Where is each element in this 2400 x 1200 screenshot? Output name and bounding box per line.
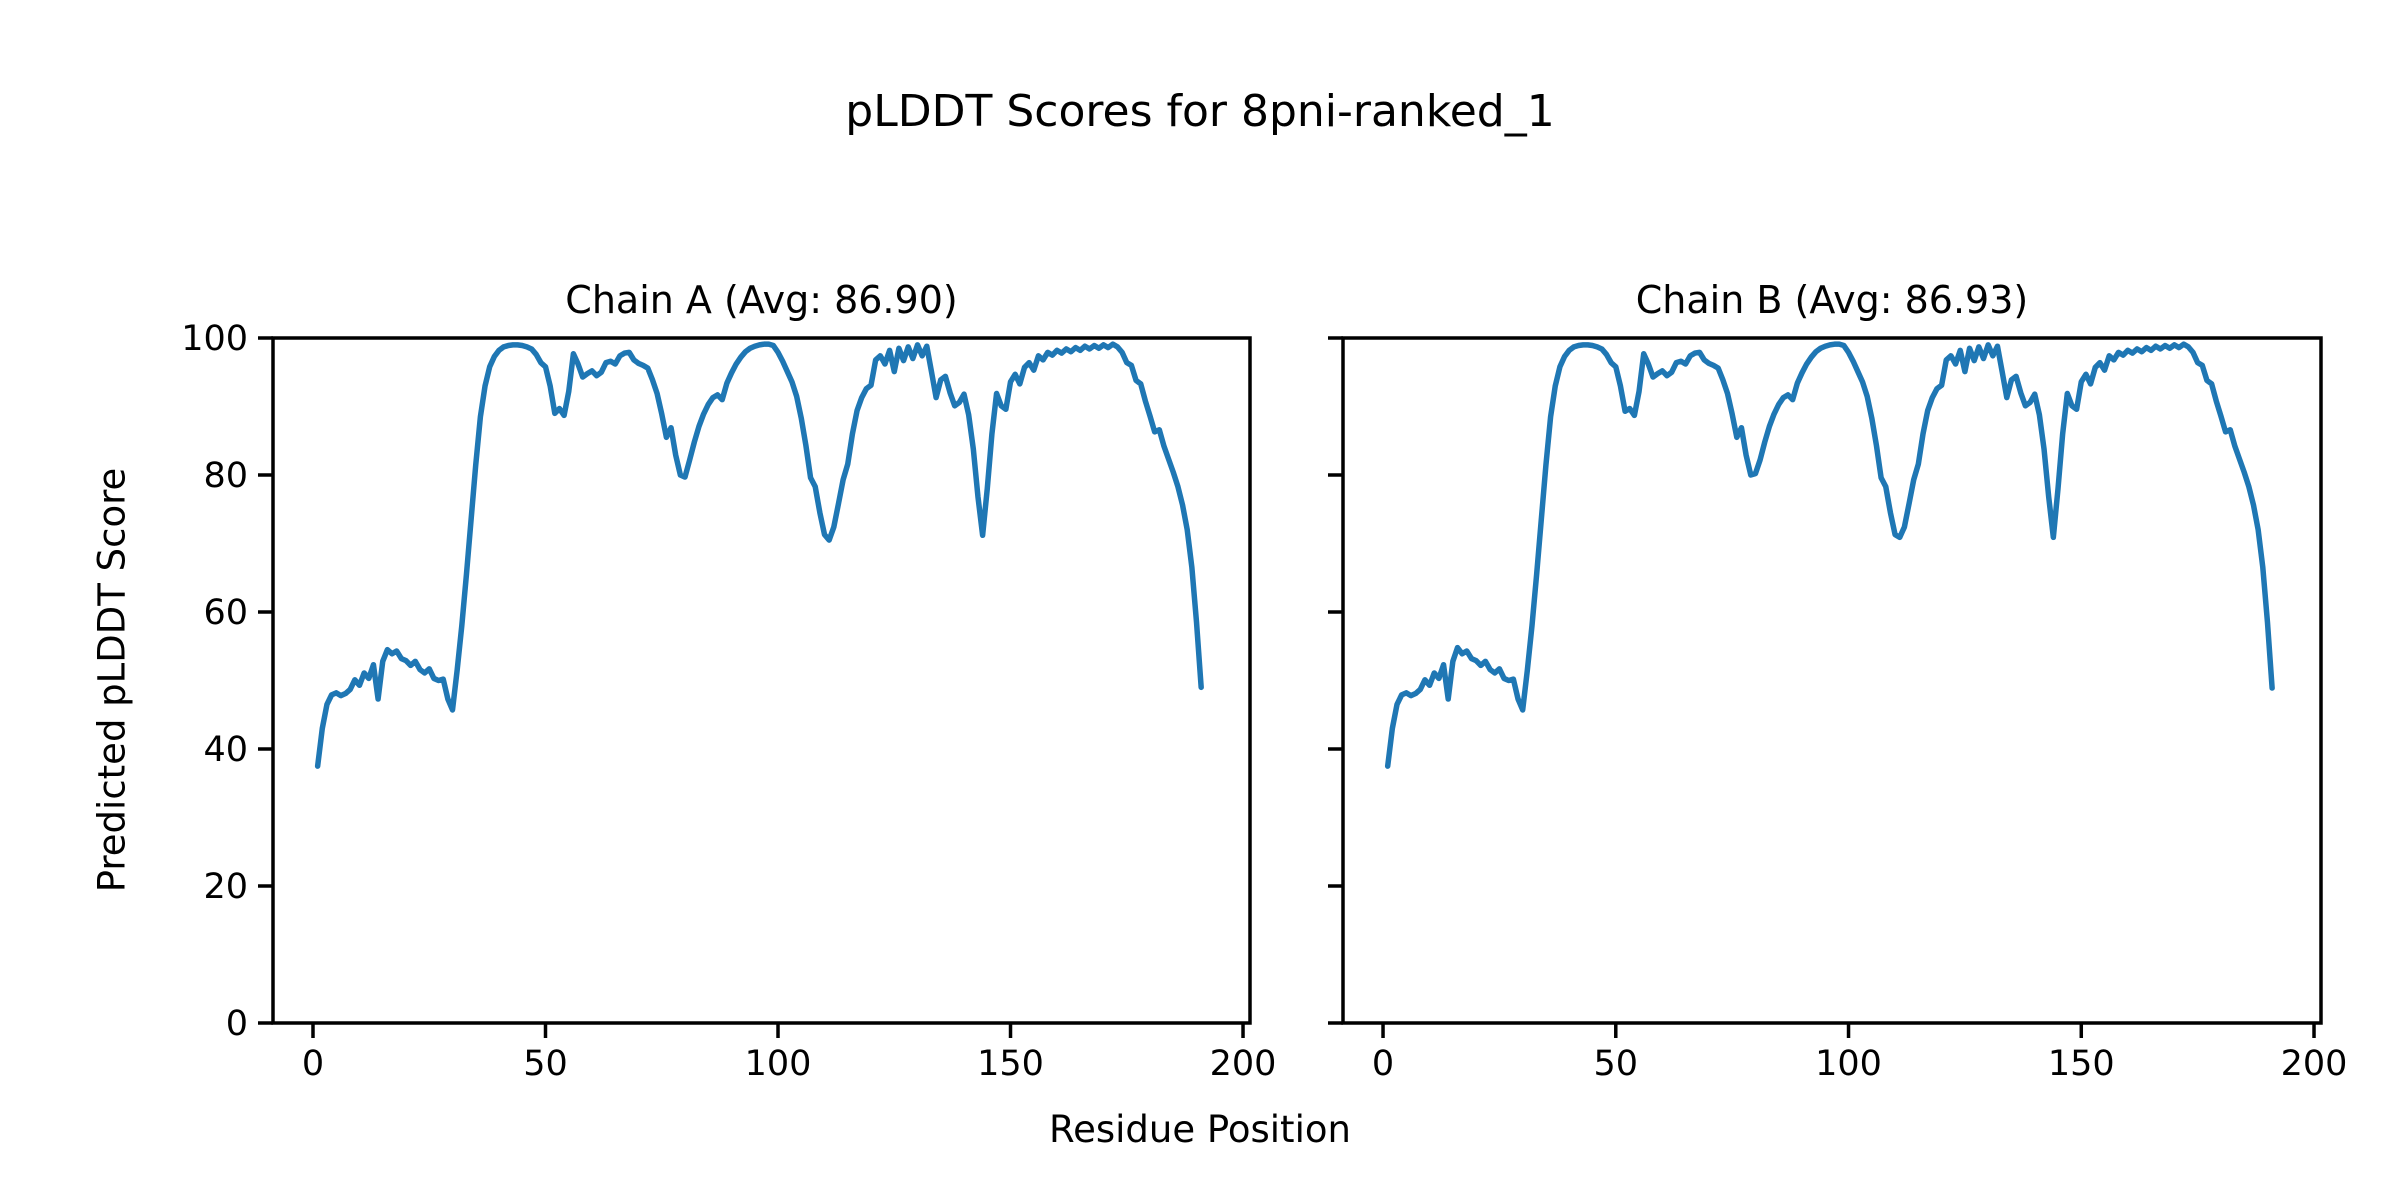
plddt-line-chain-a — [314, 341, 1204, 769]
y-tick-label: 100 — [181, 319, 248, 359]
x-tick-label-chain-a: 200 — [1210, 1044, 1277, 1084]
axes-frame-chain-a — [271, 336, 1252, 1025]
x-tick-label-chain-a: 150 — [977, 1044, 1044, 1084]
plddt-line-chain-b — [1384, 341, 2275, 769]
x-tick-label-chain-b: 50 — [1594, 1044, 1639, 1084]
x-axis-label: Residue Position — [1049, 1108, 1351, 1151]
x-tick-label-chain-a: 0 — [302, 1044, 324, 1084]
figure-title: pLDDT Scores for 8pni-ranked_1 — [845, 86, 1555, 137]
x-tick-label-chain-a: 100 — [745, 1044, 812, 1084]
subplot-title-chain-a: Chain A (Avg: 86.90) — [565, 278, 958, 322]
x-tick-label-chain-b: 150 — [2048, 1044, 2115, 1084]
y-tick-label: 60 — [203, 593, 248, 633]
y-tick-label: 40 — [203, 730, 248, 770]
subplot-title-chain-b: Chain B (Avg: 86.93) — [1635, 278, 2029, 322]
x-tick-label-chain-b: 100 — [1815, 1044, 1882, 1084]
y-tick-label: 0 — [226, 1004, 248, 1044]
x-tick-label-chain-a: 50 — [523, 1044, 568, 1084]
x-tick-label-chain-b: 0 — [1372, 1044, 1394, 1084]
axes-frame-chain-b — [1341, 336, 2323, 1025]
x-tick-label-chain-b: 200 — [2281, 1044, 2348, 1084]
y-tick-label: 20 — [203, 867, 248, 907]
y-tick-label: 80 — [203, 456, 248, 496]
